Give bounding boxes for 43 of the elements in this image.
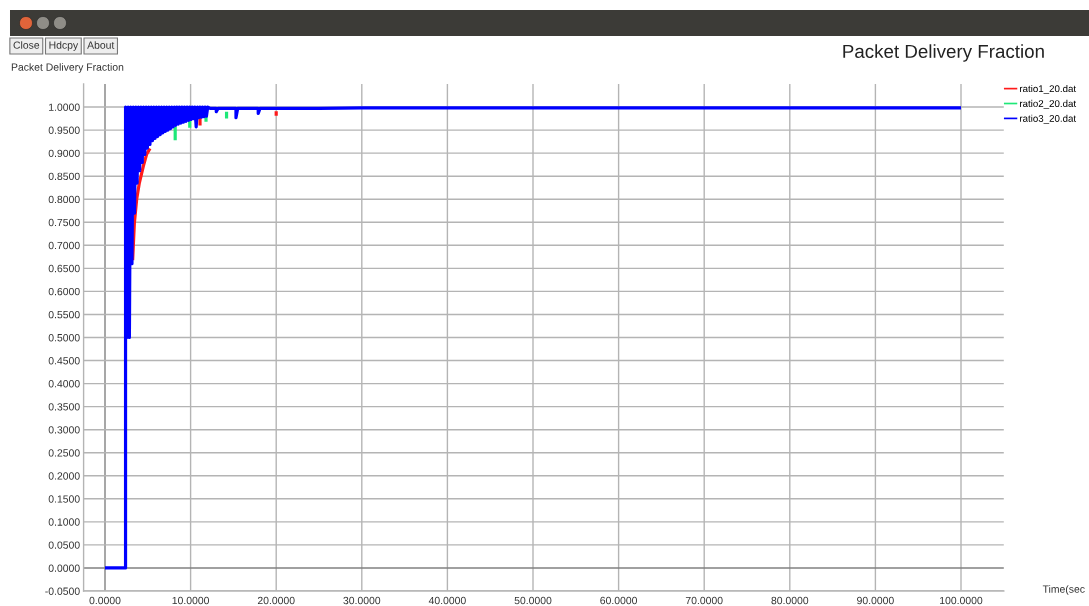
x-tick-label: 50.0000 <box>514 596 552 605</box>
x-tick-label: 10.0000 <box>172 596 210 605</box>
y-tick-label: -0.0500 <box>45 587 80 595</box>
x-tick-label: 40.0000 <box>428 596 466 605</box>
y-tick-label: 0.9000 <box>48 149 80 158</box>
x-tick-label: 30.0000 <box>343 596 381 605</box>
y-tick-label: 0.6500 <box>48 264 80 273</box>
y-tick-label: 0.5500 <box>48 310 80 319</box>
y-tick-label: 0.7000 <box>48 241 80 250</box>
y-tick-label: 0.2500 <box>48 449 80 457</box>
text: About <box>87 41 115 49</box>
x-tick-label: 20.0000 <box>257 596 295 605</box>
text: Hdcpy <box>49 41 79 51</box>
y-tick-label: 0.4000 <box>48 380 80 388</box>
line-series <box>103 105 963 570</box>
y-tick-label: 0.1000 <box>48 518 80 526</box>
legend-label: ratio1_20.dat <box>1020 84 1077 94</box>
x-tick-label: 90.0000 <box>857 596 894 605</box>
y-tick-label: 0.3000 <box>48 426 80 434</box>
legend-label: ratio2_20.dat <box>1020 99 1077 109</box>
y-tick-label: 0.7500 <box>48 218 80 227</box>
x-tick-label: 70.0000 <box>685 596 723 605</box>
y-tick-label: 0.0000 <box>48 564 80 572</box>
text: Close <box>13 41 40 49</box>
y-tick-label: 0.3500 <box>48 403 80 411</box>
y-axis-title: Packet Delivery Fraction <box>11 63 124 73</box>
y-tick-label: 0.4500 <box>48 357 80 365</box>
y-tick-label: 0.0500 <box>48 541 80 549</box>
x-tick-label: 80.0000 <box>771 596 809 605</box>
y-tick-label: 0.6000 <box>48 287 80 296</box>
x-tick-label: 60.0000 <box>600 596 638 605</box>
legend-label: ratio3_20.dat <box>1020 114 1077 124</box>
chart-title: Packet Delivery Fraction <box>843 44 1044 62</box>
x-axis-title: Time(sec <box>1042 585 1085 595</box>
y-tick-label: 0.8500 <box>48 172 80 181</box>
y-tick-label: 0.2000 <box>48 472 80 480</box>
y-tick-label: 0.8000 <box>48 195 80 204</box>
x-tick-label: 100.0000 <box>940 596 983 605</box>
y-tick-label: 0.5000 <box>48 334 80 342</box>
x-tick-label: 0.0000 <box>89 596 121 605</box>
y-tick-label: 0.1500 <box>48 495 80 503</box>
y-tick-label: 1.0000 <box>49 103 80 111</box>
y-tick-label: 0.9500 <box>48 126 80 134</box>
